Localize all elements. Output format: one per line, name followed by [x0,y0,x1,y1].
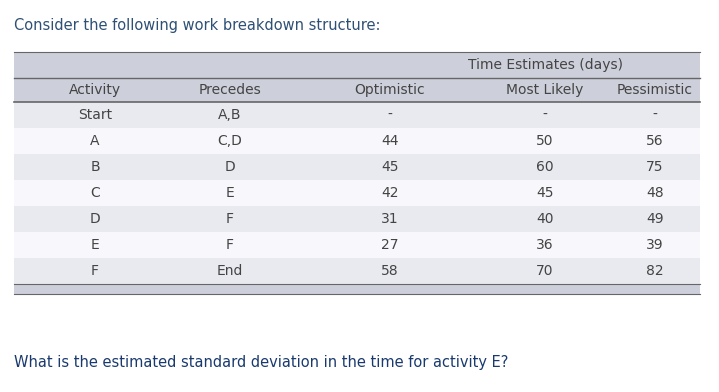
Text: Time Estimates (days): Time Estimates (days) [467,58,623,72]
Text: F: F [226,238,234,252]
Bar [14,78,700,102]
Text: 75: 75 [646,160,664,174]
Text: -: - [543,108,547,122]
Text: C: C [90,186,100,200]
Text: 31: 31 [381,212,399,226]
Text: D: D [90,212,101,226]
Text: 49: 49 [646,212,664,226]
Text: 45: 45 [381,160,399,174]
Text: Start: Start [78,108,112,122]
Text: Most Likely: Most Likely [506,83,584,97]
Text: A: A [91,134,100,148]
Text: E: E [226,186,234,200]
Bar [14,154,700,180]
Text: B: B [90,160,100,174]
Bar [14,128,700,154]
Bar [14,232,700,258]
Text: Consider the following work breakdown structure:: Consider the following work breakdown st… [14,18,380,33]
Text: A,B: A,B [219,108,242,122]
Text: End: End [217,264,243,278]
Bar [14,52,700,78]
Text: 70: 70 [536,264,554,278]
Text: Optimistic: Optimistic [354,83,426,97]
Bar [14,258,700,284]
Bar [14,206,700,232]
Text: 60: 60 [536,160,554,174]
Text: 48: 48 [646,186,664,200]
Text: Activity: Activity [69,83,121,97]
Bar [14,284,700,294]
Text: 58: 58 [381,264,399,278]
Text: -: - [653,108,657,122]
Text: Pessimistic: Pessimistic [617,83,693,97]
Text: -: - [388,108,393,122]
Text: 82: 82 [646,264,664,278]
Text: 40: 40 [536,212,554,226]
Text: 45: 45 [536,186,554,200]
Text: 50: 50 [536,134,554,148]
Text: F: F [91,264,99,278]
Text: F: F [226,212,234,226]
Text: D: D [224,160,235,174]
Text: 36: 36 [536,238,554,252]
Text: C,D: C,D [218,134,242,148]
Bar [14,180,700,206]
Text: What is the estimated standard deviation in the time for activity E?: What is the estimated standard deviation… [14,355,508,370]
Text: 27: 27 [381,238,399,252]
Bar [14,102,700,128]
Text: Precedes: Precedes [198,83,262,97]
Text: 39: 39 [646,238,664,252]
Text: 56: 56 [646,134,664,148]
Text: E: E [91,238,99,252]
Text: 42: 42 [381,186,399,200]
Text: 44: 44 [381,134,399,148]
